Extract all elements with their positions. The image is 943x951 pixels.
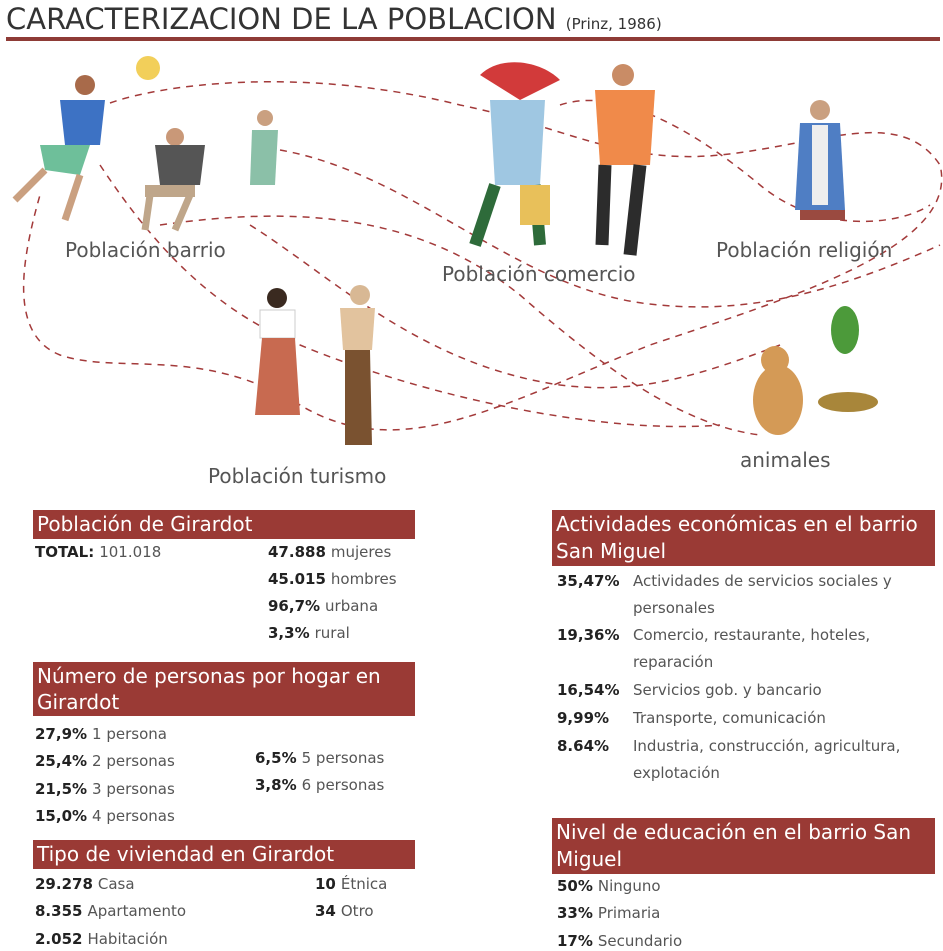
item-label: Otro [341,902,374,920]
item: 3,3% rural [268,624,350,642]
item: 21,5% 3 personas [35,780,175,798]
item: 27,9% 1 persona [35,725,167,743]
item: 15,0% 4 personas [35,807,175,825]
item-label: 5 personas [302,749,385,767]
item-value: 34 [315,902,336,920]
item: 2.052 Habitación [35,930,168,948]
item-value: 8.64% [557,737,609,755]
page: CARACTERIZACION DE LA POBLACION (Prinz, … [0,0,943,951]
item-label: Ninguno [598,877,661,895]
item: 50% Ninguno [557,877,661,895]
item-label: Servicios gob. y bancario [633,677,933,704]
item-label: mujeres [331,543,391,561]
item-value: 45.015 [268,570,326,588]
item-label: Apartamento [87,902,186,920]
item: 8.355 Apartamento [35,902,186,920]
item-value: 25,4% [35,752,87,770]
item: 34 Otro [315,902,374,920]
item-value: 6,5% [255,749,297,767]
item-label: Primaria [598,904,660,922]
item: 3,8% 6 personas [255,776,384,794]
item-label: Étnica [341,875,387,893]
section-header: Tipo de viviendad en Girardot [33,840,415,869]
item: 16,54% Servicios gob. y bancario [557,677,942,704]
item: 33% Primaria [557,904,660,922]
item-value: 21,5% [35,780,87,798]
total-label: TOTAL: [35,543,94,561]
item-value: 27,9% [35,725,87,743]
item-label: Habitación [87,930,167,948]
item: 45.015 hombres [268,570,397,588]
item: 96,7% urbana [268,597,378,615]
title-rule [6,37,940,41]
item-value: 2.052 [35,930,82,948]
item-label: 6 personas [302,776,385,794]
item-label: 4 personas [92,807,175,825]
section-header: Nivel de educación en el barrio San Migu… [552,818,935,874]
item-label: urbana [325,597,378,615]
item-value: 16,54% [557,681,619,699]
item: 25,4% 2 personas [35,752,175,770]
item-value: 3,8% [255,776,297,794]
item-value: 15,0% [35,807,87,825]
item: 17% Secundario [557,932,682,950]
illustration-label: Población religión [716,238,892,262]
item-label: 3 personas [92,780,175,798]
item-value: 19,36% [557,626,619,644]
illustration-label: animales [740,448,831,472]
section-header: Población de Girardot [33,510,415,539]
item-label: Transporte, comunicación [633,705,933,732]
item: 10 Étnica [315,875,387,893]
item-label: Actividades de servicios sociales y pers… [633,568,933,622]
total-value: 101.018 [99,543,161,561]
item-value: 96,7% [268,597,320,615]
item-value: 33% [557,904,593,922]
sun [136,56,160,80]
item-label: Industria, construcción, agricultura, ex… [633,733,933,787]
item-label: Secundario [598,932,682,950]
item-label: 2 personas [92,752,175,770]
item-label: rural [315,624,350,642]
item-value: 8.355 [35,902,82,920]
title-row: CARACTERIZACION DE LA POBLACION (Prinz, … [6,2,662,36]
item: 8.64% Industria, construcción, agricultur… [557,733,942,787]
item-value: 17% [557,932,593,950]
illustration-label: Población turismo [208,464,386,488]
illustration-label: Población comercio [442,262,636,286]
item-value: 9,99% [557,709,609,727]
item: 9,99% Transporte, comunicación [557,705,942,732]
total: TOTAL: 101.018 [35,543,161,561]
item-label: hombres [331,570,397,588]
item: 35,47% Actividades de servicios sociales … [557,568,942,622]
item-label: 1 persona [92,725,167,743]
item: 29.278 Casa [35,875,135,893]
item-value: 47.888 [268,543,326,561]
title: CARACTERIZACION DE LA POBLACION [6,2,557,36]
item-value: 50% [557,877,593,895]
section-header: Actividades económicas en el barrio San … [552,510,935,566]
item-value: 29.278 [35,875,93,893]
item-value: 35,47% [557,572,619,590]
section-header: Número de personas por hogar en Girardot [33,662,415,716]
item-label: Casa [98,875,135,893]
item-label: Comercio, restaurante, hoteles, reparaci… [633,622,933,676]
item: 6,5% 5 personas [255,749,384,767]
item: 19,36% Comercio, restaurante, hoteles, re… [557,622,942,676]
item-value: 10 [315,875,336,893]
illustration-label: Población barrio [65,238,226,262]
item: 47.888 mujeres [268,543,391,561]
citation: (Prinz, 1986) [566,15,662,33]
item-value: 3,3% [268,624,310,642]
